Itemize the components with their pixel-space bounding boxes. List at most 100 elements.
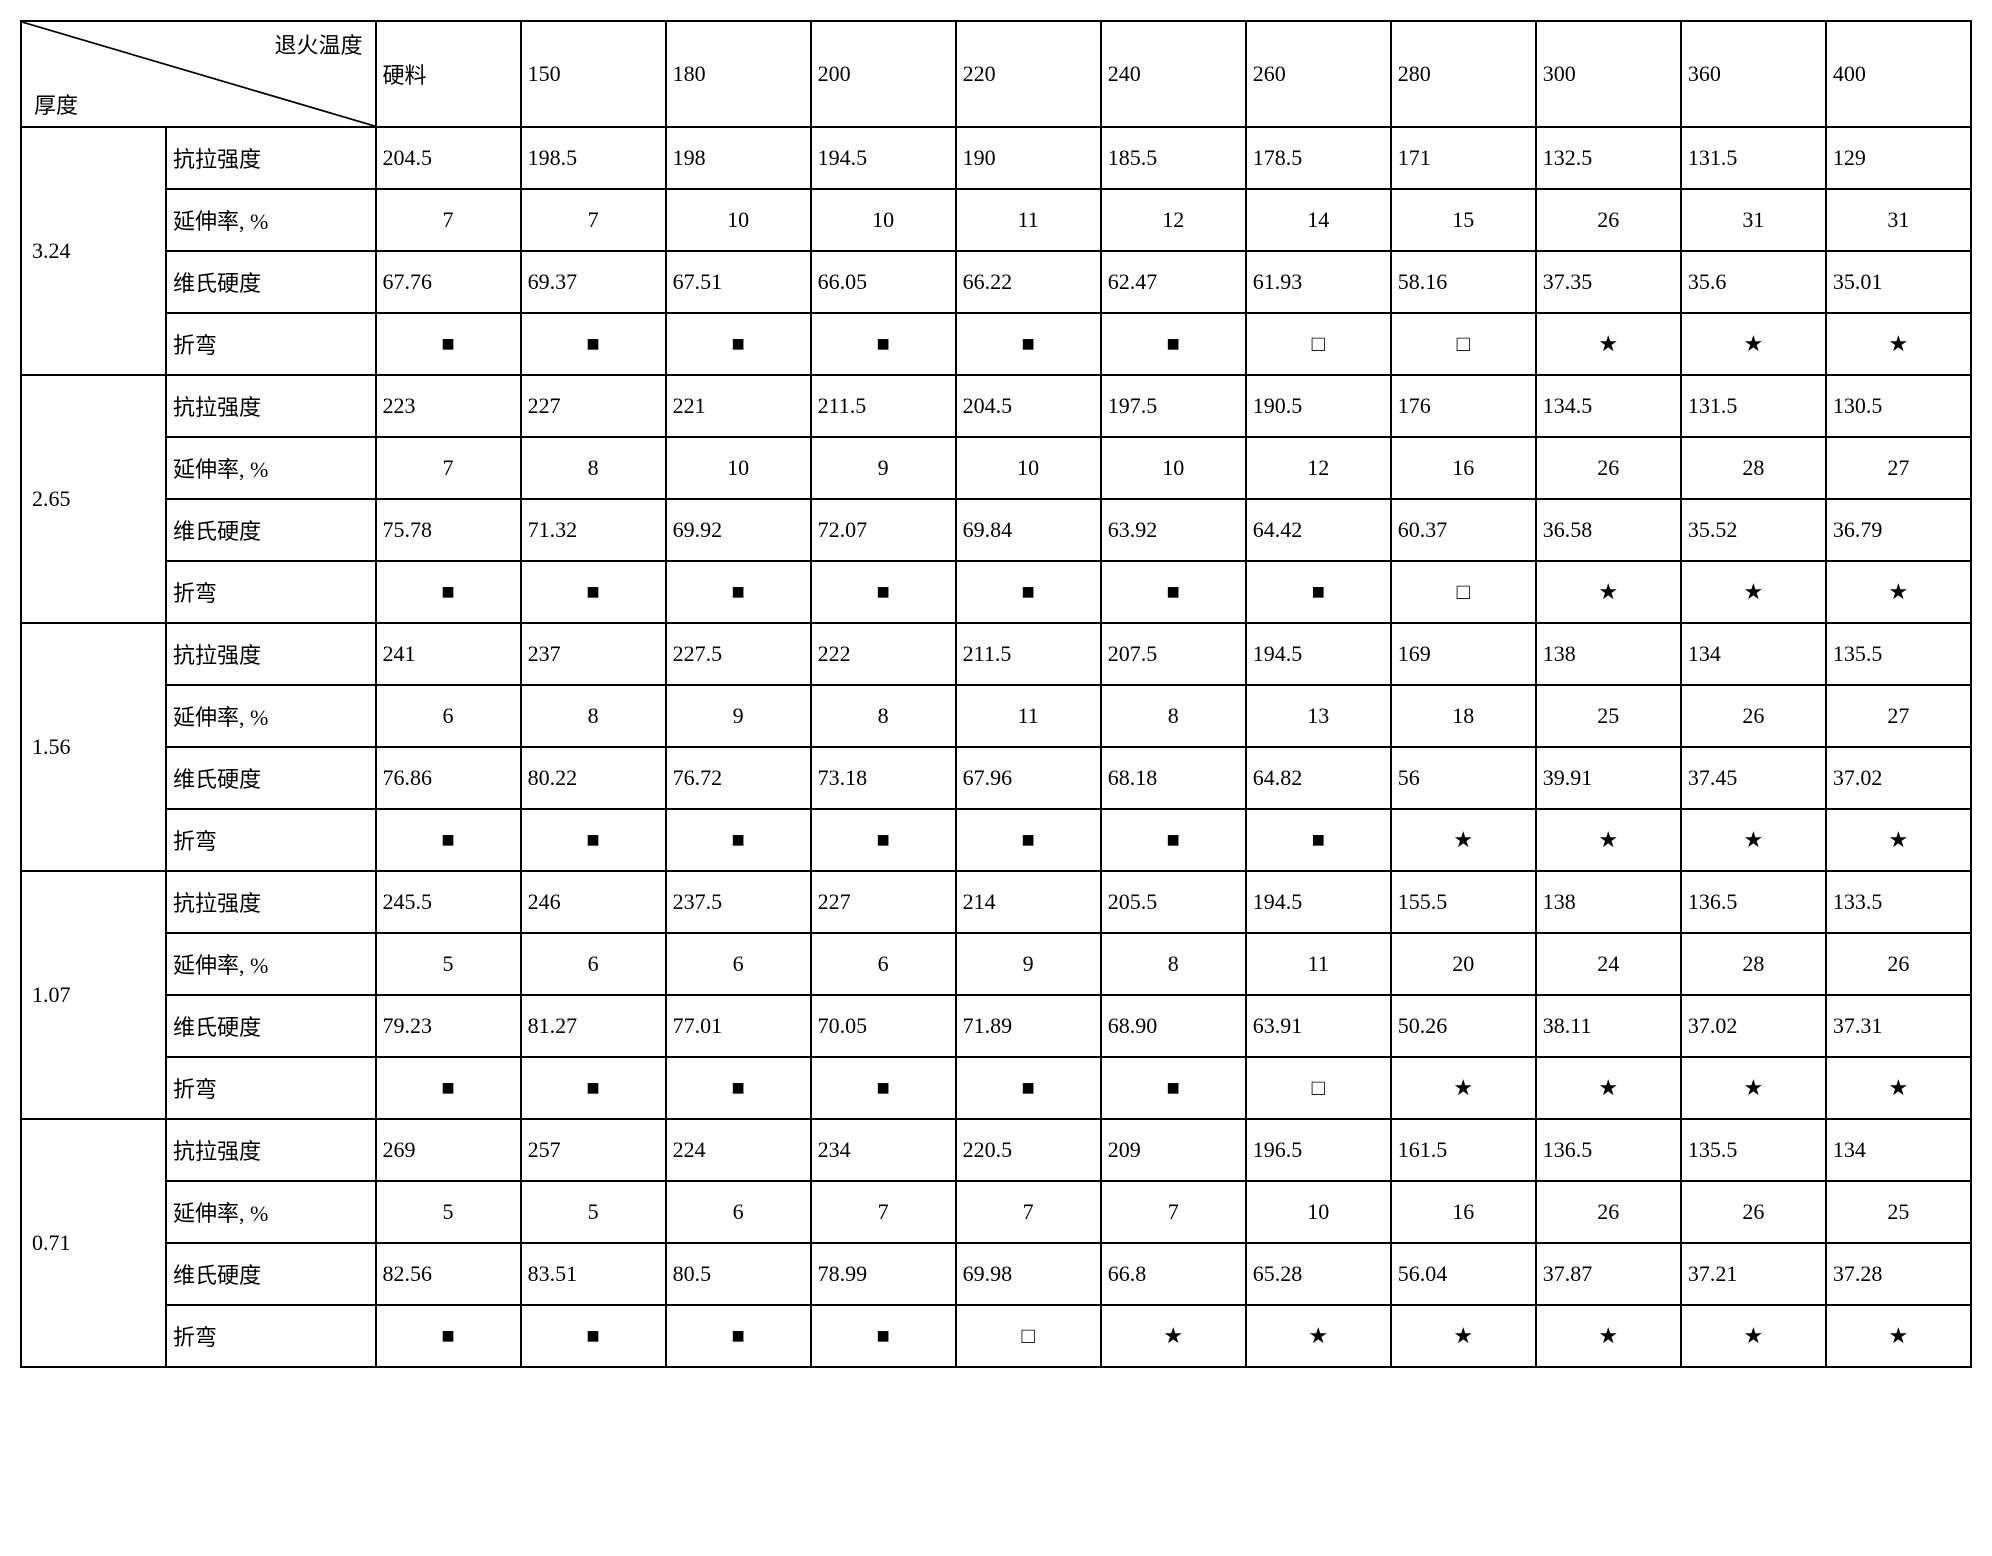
cell-4-bend-3: ■ — [811, 1305, 956, 1367]
cell-0-tensile-1: 198.5 — [521, 127, 666, 189]
cell-4-tensile-6: 196.5 — [1246, 1119, 1391, 1181]
cell-2-hardness-1: 80.22 — [521, 747, 666, 809]
cell-4-bend-4: □ — [956, 1305, 1101, 1367]
cell-2-hardness-7: 56 — [1391, 747, 1536, 809]
cell-4-hardness-6: 65.28 — [1246, 1243, 1391, 1305]
cell-0-hardness-5: 62.47 — [1101, 251, 1246, 313]
cell-0-bend-5: ■ — [1101, 313, 1246, 375]
cell-1-hardness-7: 60.37 — [1391, 499, 1536, 561]
cell-4-tensile-4: 220.5 — [956, 1119, 1101, 1181]
cell-2-elong-6: 13 — [1246, 685, 1391, 747]
cell-4-tensile-10: 134 — [1826, 1119, 1971, 1181]
cell-2-elong-1: 8 — [521, 685, 666, 747]
cell-3-elong-10: 26 — [1826, 933, 1971, 995]
cell-1-bend-5: ■ — [1101, 561, 1246, 623]
cell-0-bend-1: ■ — [521, 313, 666, 375]
row-label-tensile: 抗拉强度 — [166, 623, 376, 685]
cell-1-elong-7: 16 — [1391, 437, 1536, 499]
col-header-4: 220 — [956, 21, 1101, 127]
row-label-hardness: 维氏硬度 — [166, 499, 376, 561]
cell-3-bend-4: ■ — [956, 1057, 1101, 1119]
cell-0-elong-4: 11 — [956, 189, 1101, 251]
cell-1-bend-0: ■ — [376, 561, 521, 623]
cell-3-hardness-2: 77.01 — [666, 995, 811, 1057]
col-header-3: 200 — [811, 21, 956, 127]
cell-1-bend-2: ■ — [666, 561, 811, 623]
thickness-1: 2.65 — [21, 375, 166, 623]
cell-4-hardness-8: 37.87 — [1536, 1243, 1681, 1305]
cell-1-bend-3: ■ — [811, 561, 956, 623]
cell-3-bend-1: ■ — [521, 1057, 666, 1119]
cell-4-bend-2: ■ — [666, 1305, 811, 1367]
cell-3-bend-6: □ — [1246, 1057, 1391, 1119]
row-label-bend: 折弯 — [166, 809, 376, 871]
row-label-elong: 延伸率, % — [166, 685, 376, 747]
cell-2-bend-3: ■ — [811, 809, 956, 871]
cell-0-elong-10: 31 — [1826, 189, 1971, 251]
cell-4-elong-5: 7 — [1101, 1181, 1246, 1243]
cell-1-hardness-3: 72.07 — [811, 499, 956, 561]
cell-0-elong-2: 10 — [666, 189, 811, 251]
cell-2-tensile-10: 135.5 — [1826, 623, 1971, 685]
cell-1-elong-8: 26 — [1536, 437, 1681, 499]
cell-4-hardness-3: 78.99 — [811, 1243, 956, 1305]
cell-3-bend-10: ★ — [1826, 1057, 1971, 1119]
row-label-bend: 折弯 — [166, 1057, 376, 1119]
cell-1-tensile-8: 134.5 — [1536, 375, 1681, 437]
cell-0-tensile-10: 129 — [1826, 127, 1971, 189]
cell-1-bend-9: ★ — [1681, 561, 1826, 623]
cell-1-elong-9: 28 — [1681, 437, 1826, 499]
cell-2-elong-4: 11 — [956, 685, 1101, 747]
cell-0-tensile-9: 131.5 — [1681, 127, 1826, 189]
col-header-10: 400 — [1826, 21, 1971, 127]
cell-3-hardness-4: 71.89 — [956, 995, 1101, 1057]
cell-0-tensile-5: 185.5 — [1101, 127, 1246, 189]
cell-2-hardness-8: 39.91 — [1536, 747, 1681, 809]
cell-2-tensile-4: 211.5 — [956, 623, 1101, 685]
cell-1-elong-2: 10 — [666, 437, 811, 499]
cell-0-bend-9: ★ — [1681, 313, 1826, 375]
col-header-9: 360 — [1681, 21, 1826, 127]
cell-2-hardness-4: 67.96 — [956, 747, 1101, 809]
cell-3-elong-8: 24 — [1536, 933, 1681, 995]
cell-3-tensile-1: 246 — [521, 871, 666, 933]
cell-4-bend-7: ★ — [1391, 1305, 1536, 1367]
cell-2-bend-9: ★ — [1681, 809, 1826, 871]
cell-1-hardness-9: 35.52 — [1681, 499, 1826, 561]
cell-1-elong-0: 7 — [376, 437, 521, 499]
cell-3-tensile-0: 245.5 — [376, 871, 521, 933]
cell-1-tensile-3: 211.5 — [811, 375, 956, 437]
row-label-tensile: 抗拉强度 — [166, 127, 376, 189]
cell-4-hardness-9: 37.21 — [1681, 1243, 1826, 1305]
col-header-2: 180 — [666, 21, 811, 127]
cell-1-tensile-0: 223 — [376, 375, 521, 437]
cell-0-hardness-10: 35.01 — [1826, 251, 1971, 313]
cell-4-elong-4: 7 — [956, 1181, 1101, 1243]
cell-4-tensile-1: 257 — [521, 1119, 666, 1181]
cell-2-hardness-3: 73.18 — [811, 747, 956, 809]
cell-1-elong-1: 8 — [521, 437, 666, 499]
cell-0-bend-0: ■ — [376, 313, 521, 375]
cell-3-tensile-3: 227 — [811, 871, 956, 933]
row-label-elong: 延伸率, % — [166, 1181, 376, 1243]
cell-3-tensile-2: 237.5 — [666, 871, 811, 933]
cell-4-bend-6: ★ — [1246, 1305, 1391, 1367]
cell-3-tensile-8: 138 — [1536, 871, 1681, 933]
cell-3-tensile-6: 194.5 — [1246, 871, 1391, 933]
cell-0-elong-0: 7 — [376, 189, 521, 251]
cell-0-bend-4: ■ — [956, 313, 1101, 375]
col-header-7: 280 — [1391, 21, 1536, 127]
cell-2-elong-8: 25 — [1536, 685, 1681, 747]
row-label-bend: 折弯 — [166, 1305, 376, 1367]
cell-2-tensile-1: 237 — [521, 623, 666, 685]
row-label-tensile: 抗拉强度 — [166, 1119, 376, 1181]
cell-1-bend-4: ■ — [956, 561, 1101, 623]
cell-3-elong-3: 6 — [811, 933, 956, 995]
cell-2-tensile-0: 241 — [376, 623, 521, 685]
cell-4-hardness-5: 66.8 — [1101, 1243, 1246, 1305]
cell-3-bend-7: ★ — [1391, 1057, 1536, 1119]
cell-3-elong-7: 20 — [1391, 933, 1536, 995]
cell-3-tensile-9: 136.5 — [1681, 871, 1826, 933]
cell-0-bend-7: □ — [1391, 313, 1536, 375]
cell-1-bend-7: □ — [1391, 561, 1536, 623]
